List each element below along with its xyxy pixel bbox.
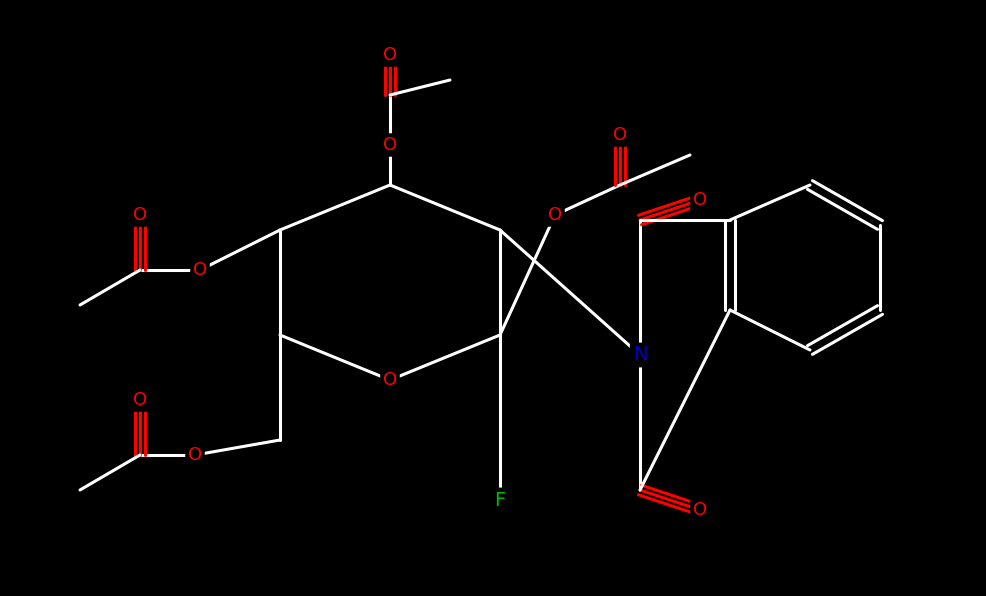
Text: O: O	[547, 206, 561, 224]
Text: O: O	[383, 46, 396, 64]
Text: O: O	[192, 261, 207, 279]
Text: N: N	[632, 346, 647, 365]
Text: F: F	[494, 491, 505, 510]
Text: O: O	[187, 446, 202, 464]
Text: O: O	[383, 371, 396, 389]
Text: O: O	[383, 136, 396, 154]
Text: O: O	[133, 206, 147, 224]
Text: O: O	[612, 126, 626, 144]
Text: O: O	[692, 501, 706, 519]
Text: O: O	[692, 191, 706, 209]
Text: O: O	[133, 391, 147, 409]
